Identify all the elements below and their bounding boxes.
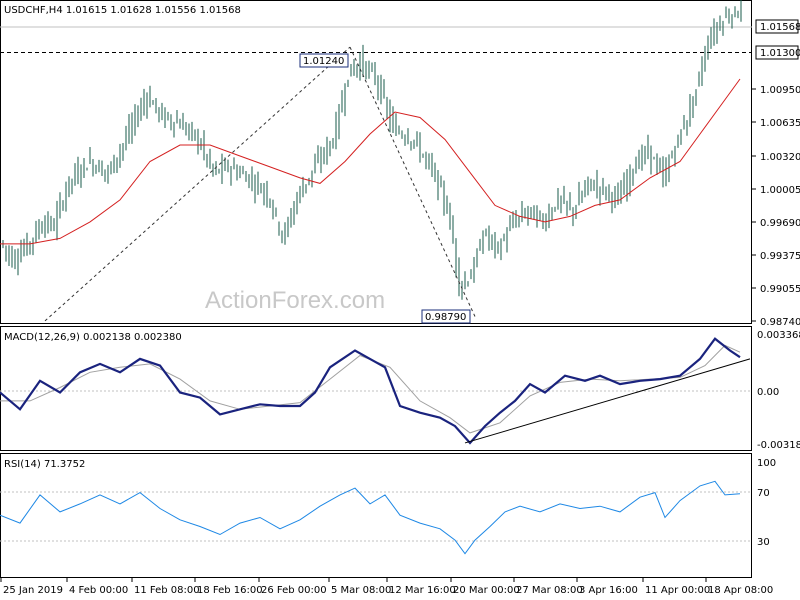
annotation-high-box (299, 53, 349, 68)
time-tick-label: 12 Mar 16:00 (389, 585, 456, 596)
support-price-label: 1.01300 (760, 48, 800, 59)
watermark: ActionForex.com (205, 287, 385, 314)
price-tick-label: 0.98740 (760, 317, 800, 328)
macd-trend-line-segment (464, 358, 751, 444)
price-panel-frame (0, 0, 752, 324)
macd-panel: MACD(12,26,9) 0.002138 0.002380 0.003368… (0, 326, 800, 451)
macd-main-line (0, 337, 741, 445)
time-tick-label: 3 Apr 16:00 (579, 585, 638, 596)
price-tick-label: 1.00635 (760, 118, 800, 129)
current-price-box (755, 19, 799, 34)
rsi-title: RSI(14) 71.3752 (4, 459, 85, 470)
time-tick-label: 25 Jan 2019 (3, 585, 63, 596)
price-tick-label: 1.00005 (760, 185, 800, 196)
macd-title: MACD(12,26,9) 0.002138 0.002380 (4, 332, 182, 343)
trend-line (349, 46, 476, 317)
time-tick-label: 11 Feb 08:00 (134, 585, 200, 596)
macd-axis: 0.003368 0.00 -0.003181 (757, 330, 800, 451)
price-tick-label: 0.99375 (760, 251, 800, 262)
moving-average-line (0, 78, 741, 245)
macd-tick-label: -0.003181 (757, 440, 800, 451)
time-tick-label: 26 Feb 00:00 (261, 585, 327, 596)
trend-line (44, 46, 351, 322)
time-tick-label: 18 Apr 08:00 (708, 585, 773, 596)
macd-tick-label: 0.003368 (757, 330, 800, 341)
price-tick-label: 1.00320 (760, 152, 800, 163)
annotation-high-label: 1.01240 (303, 56, 344, 67)
candles (2, 0, 742, 300)
time-tick-label: 20 Mar 00:00 (453, 585, 520, 596)
rsi-line (0, 480, 741, 555)
time-tick-label: 5 Mar 08:00 (331, 585, 391, 596)
support-price-box (755, 45, 799, 60)
macd-trend-line (464, 358, 751, 444)
annotation-low-label: 0.98790 (425, 312, 466, 323)
price-axis: 1.00950 1.00635 1.00320 1.00005 0.99690 0.993… (752, 85, 800, 328)
price-tick-label: 1.00950 (760, 85, 800, 96)
price-trend-lines (44, 46, 476, 322)
rsi-tick-label: 100 (757, 458, 776, 469)
time-tick-label: 27 Mar 08:00 (516, 585, 583, 596)
rsi-panel-frame (0, 453, 752, 578)
rsi-tick-label: 70 (757, 488, 770, 499)
macd-panel-frame (0, 326, 752, 451)
price-tick-label: 0.99055 (760, 284, 800, 295)
price-panel-title: USDCHF,H4 1.01615 1.01628 1.01556 1.0156… (4, 5, 241, 16)
macd-tick-label: 0.00 (757, 387, 779, 398)
rsi-panel: RSI(14) 71.3752 100 70 30 (0, 453, 776, 578)
rsi-tick-label: 30 (757, 537, 770, 548)
time-tick-label: 18 Feb 16:00 (197, 585, 263, 596)
current-price-label: 1.01568 (760, 22, 800, 33)
time-tick-label: 4 Feb 00:00 (69, 585, 128, 596)
price-tick-label: 0.99690 (760, 218, 800, 229)
price-panel: ActionForex.com USDCHF,H4 1.01615 1.0162… (0, 0, 800, 328)
rsi-axis: 100 70 30 (757, 458, 776, 548)
annotation-low-box (421, 309, 471, 324)
time-tick-label: 11 Apr 00:00 (645, 585, 710, 596)
